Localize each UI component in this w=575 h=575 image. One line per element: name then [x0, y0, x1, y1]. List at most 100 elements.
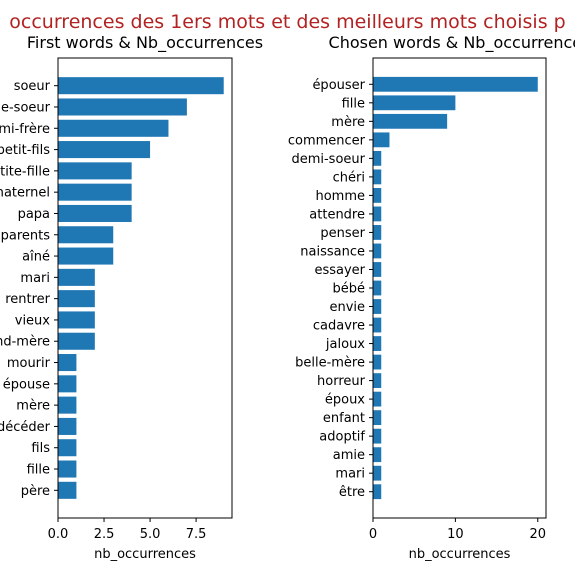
y-tick-label: mère: [331, 115, 365, 130]
y-tick-label: vieux: [15, 313, 51, 328]
bar: [58, 119, 169, 137]
figure-suptitle: occurrences des 1ers mots et des meilleu…: [9, 11, 565, 33]
y-tick-label: fils: [31, 441, 50, 456]
x-tick-label: 10: [447, 527, 464, 542]
x-tick-label: 5.0: [140, 527, 161, 542]
bar: [58, 98, 187, 116]
y-tick-label: être: [339, 485, 365, 500]
bar: [373, 262, 382, 277]
bar: [373, 447, 382, 463]
bar: [58, 226, 114, 244]
bar: [58, 183, 132, 201]
bar: [58, 77, 224, 95]
y-tick-label: épouse: [3, 377, 50, 392]
y-tick-label: essayer: [314, 263, 365, 278]
y-tick-label: homme: [315, 189, 365, 204]
bar: [373, 188, 382, 203]
bar: [373, 206, 382, 222]
bar: [58, 481, 77, 499]
axes-frame: [57, 57, 233, 519]
y-tick-label: cadavre: [313, 319, 365, 334]
y-tick-label: demi-soeur: [291, 152, 365, 167]
y-tick-label: mari: [20, 271, 50, 286]
bar: [58, 162, 132, 180]
bar: [373, 428, 382, 444]
y-tick-label: petit-fils: [0, 143, 50, 158]
x-tick-label: 7.5: [186, 527, 207, 542]
bar: [373, 484, 382, 500]
y-tick-label: mère: [16, 399, 50, 414]
y-tick-label: mari: [335, 467, 365, 482]
y-tick-label: décéder: [0, 420, 51, 435]
y-tick-label: chéri: [333, 170, 365, 185]
x-axis-label: nb_occurrences: [409, 547, 511, 562]
y-tick-label: enfant: [323, 411, 365, 426]
x-tick-label: 20: [529, 527, 546, 542]
bar: [58, 290, 95, 308]
y-tick-label: naissance: [300, 244, 365, 259]
bar: [58, 247, 114, 265]
bar: [373, 410, 382, 426]
bar: [58, 354, 77, 372]
x-tick-label: 0: [369, 527, 377, 542]
bar: [373, 76, 538, 92]
bar: [373, 150, 382, 166]
y-tick-label: attendre: [309, 207, 365, 222]
bar: [58, 375, 77, 393]
bar: [58, 439, 77, 457]
y-tick-label: demi-frère: [0, 122, 50, 137]
y-tick-label: père: [21, 484, 50, 499]
y-tick-label: rentrer: [5, 292, 50, 307]
bar: [373, 169, 382, 185]
chart-title: First words & Nb_occurrences: [27, 33, 263, 53]
bar: [373, 465, 382, 481]
y-tick-label: commencer: [288, 133, 366, 148]
bar: [373, 95, 456, 111]
bar: [58, 396, 77, 414]
y-tick-label: petite-fille: [0, 164, 50, 179]
chart-chosen-words: Chosen words & Nb_occurrences épouser fill…: [288, 33, 575, 562]
y-tick-label: amie: [333, 448, 365, 463]
y-tick-label: jaloux: [325, 337, 365, 352]
x-axis-label: nb_occurrences: [94, 547, 196, 562]
y-tick-label: horreur: [317, 374, 366, 389]
bar: [373, 113, 448, 129]
y-tick-label: parents: [1, 228, 51, 243]
bar: [373, 354, 382, 370]
bar: [373, 299, 382, 314]
y-tick-label: mourir: [7, 356, 51, 371]
y-tick-label: papa: [18, 207, 50, 222]
y-tick-label: belle-mère: [295, 356, 365, 371]
bar: [373, 336, 382, 351]
bar: [373, 132, 390, 148]
chart-title: Chosen words & Nb_occurrences: [329, 33, 575, 53]
y-tick-label: époux: [325, 393, 365, 408]
y-tick-label: bébé: [333, 282, 366, 297]
y-tick-label: penser: [320, 226, 365, 241]
bar: [58, 311, 95, 329]
bar: [58, 460, 77, 478]
bar: [373, 373, 382, 388]
x-tick-label: 2.5: [94, 527, 115, 542]
y-tick-label: aîné: [22, 250, 50, 265]
bar: [373, 225, 382, 240]
y-tick-label: épouser: [312, 78, 365, 93]
y-tick-label: soeur: [14, 79, 51, 94]
axes-frame: [372, 57, 547, 519]
bar: [373, 280, 382, 296]
y-tick-label: envie: [329, 300, 365, 315]
y-tick-label: maternel: [0, 186, 50, 201]
y-tick-label: fille: [27, 463, 50, 478]
y-tick-label: belle-soeur: [0, 100, 51, 115]
bar: [58, 141, 151, 159]
bar: [58, 332, 95, 350]
y-tick-label: grand-mère: [0, 335, 50, 350]
bar: [373, 391, 382, 407]
bar: [58, 204, 132, 222]
bar: [58, 268, 95, 286]
y-tick-label: fille: [342, 96, 365, 111]
y-tick-label: adoptif: [319, 430, 365, 445]
